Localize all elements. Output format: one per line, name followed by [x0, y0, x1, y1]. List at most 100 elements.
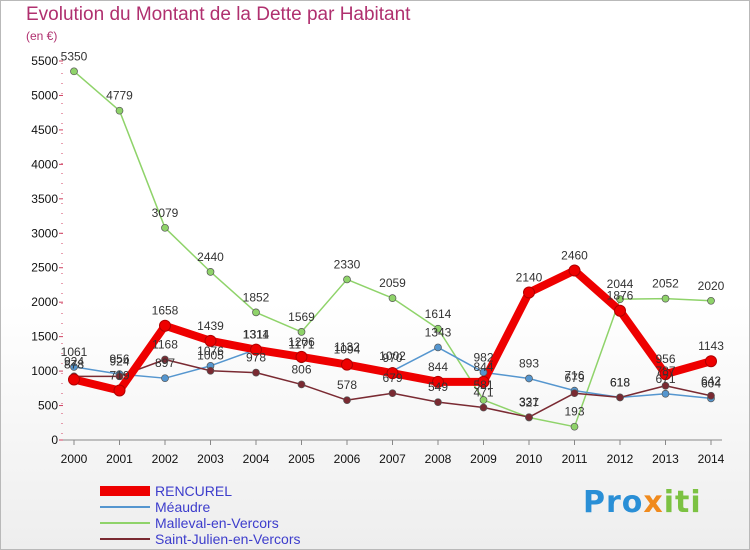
data-label: 549: [428, 380, 448, 394]
data-label: 970: [382, 351, 402, 365]
data-label: 2330: [334, 257, 361, 271]
proxiti-logo: Proxiti: [583, 485, 702, 520]
data-label: 604: [701, 376, 721, 390]
legend-label-saint-julien: Saint-Julien-en-Vercors: [155, 531, 301, 547]
data-label: 2460: [561, 248, 588, 262]
data-point: [568, 264, 581, 277]
data-point: [68, 373, 80, 386]
data-label: 1076: [197, 344, 224, 358]
data-label: 1171: [289, 337, 315, 351]
data-point: [295, 350, 308, 363]
data-point: [159, 319, 171, 332]
data-label: 618: [610, 375, 630, 389]
data-label: 716: [564, 369, 584, 383]
data-point: [343, 396, 351, 405]
data-label: 844: [473, 360, 493, 374]
x-tick-label: 2000: [61, 452, 88, 466]
data-label: 679: [564, 371, 584, 385]
data-label: 581: [473, 378, 493, 392]
legend-item-malleval[interactable]: Malleval-en-Vercors: [100, 515, 420, 531]
data-point: [707, 296, 715, 305]
legend: RENCUREL Méaudre Malleval-en-Vercors Sai…: [100, 483, 420, 547]
data-label: 2052: [652, 277, 679, 291]
data-point: [204, 334, 217, 347]
x-tick-label: 2007: [379, 452, 406, 466]
x-tick-label: 2001: [106, 452, 133, 466]
x-tick-label: 2014: [698, 452, 725, 466]
data-label: 193: [564, 405, 584, 419]
y-tick-label: 2000: [31, 295, 58, 309]
legend-swatch-saint-julien: [100, 531, 150, 547]
data-point: [161, 374, 169, 383]
x-tick-label: 2002: [152, 452, 179, 466]
y-tick-label: 1000: [31, 364, 58, 378]
data-point: [525, 374, 533, 383]
data-point: [661, 389, 670, 398]
data-point: [479, 396, 488, 404]
data-label: 1876: [607, 289, 634, 303]
x-tick-label: 2010: [516, 452, 543, 466]
data-point: [113, 384, 126, 397]
data-point: [659, 368, 672, 381]
data-point: [386, 367, 399, 380]
data-label: 956: [655, 352, 675, 366]
x-tick-label: 2005: [288, 452, 315, 466]
data-label: 1852: [243, 290, 270, 304]
legend-label-malleval: Malleval-en-Vercors: [155, 515, 279, 531]
legend-item-rencurel[interactable]: RENCUREL: [100, 483, 420, 499]
data-label: 2140: [516, 271, 543, 285]
legend-item-saint-julien[interactable]: Saint-Julien-en-Vercors: [100, 531, 420, 547]
x-tick-label: 2011: [562, 452, 588, 466]
data-point: [252, 368, 260, 377]
data-label: 2059: [379, 276, 406, 290]
legend-item-meaudre[interactable]: Méaudre: [100, 499, 420, 515]
data-label: 1614: [425, 307, 452, 321]
x-tick-label: 2004: [243, 452, 270, 466]
data-point: [479, 368, 488, 377]
y-tick-label: 1500: [31, 330, 58, 344]
data-label: 787: [655, 364, 675, 378]
data-label: 924: [109, 354, 129, 368]
data-point: [161, 355, 169, 364]
chart-axes: 0 500 1000 1500 2000 2500 3000 3500 4000 4500 5000…: [31, 53, 725, 466]
legend-swatch-meaudre: [100, 499, 150, 515]
chart-title: Evolution du Montant de la Dette par Hab…: [26, 4, 411, 25]
data-point: [388, 294, 397, 302]
x-tick-label: 2013: [652, 452, 679, 466]
data-point: [252, 308, 260, 317]
data-point: [70, 363, 78, 371]
data-point: [616, 393, 624, 402]
data-label: 1143: [698, 339, 724, 353]
data-label: 1061: [61, 345, 88, 359]
data-label: 5350: [61, 49, 88, 63]
data-label: 982: [473, 350, 493, 364]
series-points: [68, 67, 717, 431]
data-point: [297, 328, 306, 336]
data-point: [707, 391, 715, 400]
data-label: 956: [109, 352, 129, 366]
data-label: 471: [473, 386, 493, 400]
data-point: [432, 375, 444, 388]
data-label: 1311: [243, 328, 269, 342]
chart-unit-label: (en €): [26, 29, 58, 43]
data-point: [434, 324, 442, 333]
data-point: [477, 375, 490, 388]
y-tick-label: 4500: [31, 123, 58, 137]
data-point: [616, 295, 624, 303]
data-label: 719: [109, 368, 129, 382]
data-label: 897: [155, 356, 175, 370]
y-tick-label: 2500: [31, 261, 58, 275]
data-label: 2020: [698, 279, 725, 293]
data-label: 2440: [197, 250, 224, 264]
data-label: 331: [519, 395, 539, 409]
data-label: 1569: [288, 310, 315, 324]
data-label: 1168: [152, 338, 178, 352]
y-tick-label: 5000: [31, 88, 58, 102]
data-label: 671: [655, 372, 675, 386]
y-tick-label: 3500: [31, 192, 58, 206]
data-label: 1314: [243, 327, 270, 341]
y-tick-label: 4000: [31, 157, 58, 171]
data-point: [661, 381, 670, 390]
y-tick-label: 5500: [31, 54, 58, 68]
